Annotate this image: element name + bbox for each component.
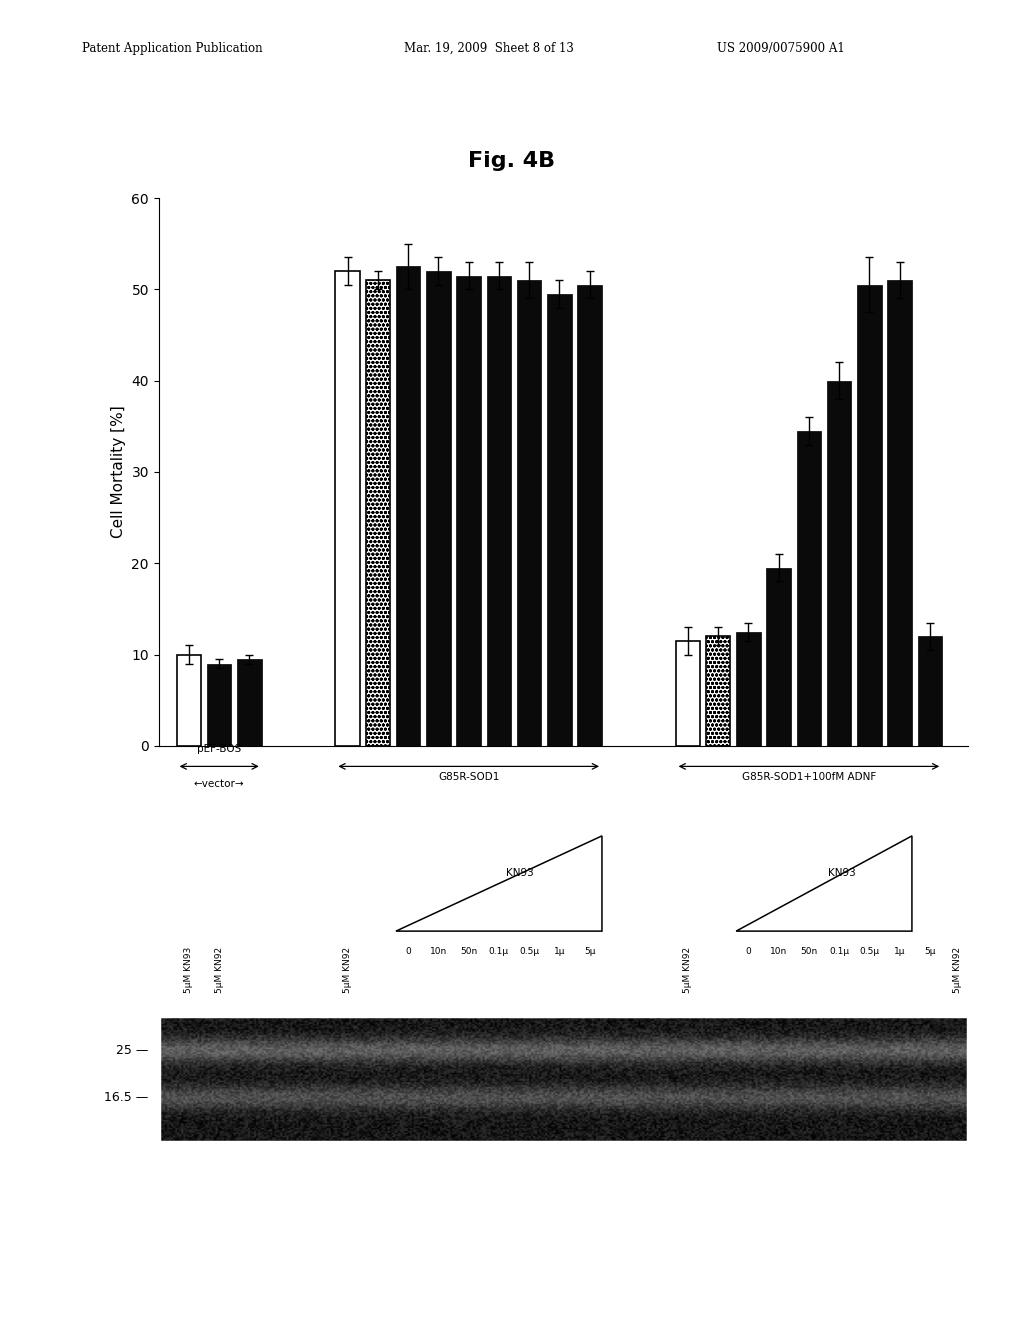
Text: G85R-SOD1+100fM ADNF: G85R-SOD1+100fM ADNF xyxy=(741,771,877,781)
Text: Patent Application Publication: Patent Application Publication xyxy=(82,42,262,55)
Text: 1μ: 1μ xyxy=(894,946,905,956)
Text: 5μ: 5μ xyxy=(924,946,936,956)
Text: 10n: 10n xyxy=(430,946,447,956)
Text: US 2009/0075900 A1: US 2009/0075900 A1 xyxy=(717,42,845,55)
Text: KN93: KN93 xyxy=(506,869,534,878)
Text: 1μ: 1μ xyxy=(554,946,565,956)
Text: KN93: KN93 xyxy=(827,869,855,878)
Bar xyxy=(517,280,542,746)
Text: 0.5μ: 0.5μ xyxy=(519,946,540,956)
Y-axis label: Cell Mortality [%]: Cell Mortality [%] xyxy=(111,405,126,539)
Bar xyxy=(238,659,262,746)
Bar xyxy=(797,430,821,746)
Bar xyxy=(457,276,481,746)
Text: 5μM KN92: 5μM KN92 xyxy=(952,946,962,993)
Bar xyxy=(486,276,511,746)
Text: 0.5μ: 0.5μ xyxy=(859,946,880,956)
Bar xyxy=(426,271,451,746)
Bar xyxy=(676,640,700,746)
Bar xyxy=(578,285,602,746)
Bar xyxy=(366,280,390,746)
Text: ←vector→: ←vector→ xyxy=(194,779,245,789)
Text: 0.1μ: 0.1μ xyxy=(829,946,849,956)
Text: 5μM KN92: 5μM KN92 xyxy=(683,946,692,993)
Bar xyxy=(706,636,730,746)
Bar xyxy=(857,285,882,746)
Text: 0.1μ: 0.1μ xyxy=(488,946,509,956)
Text: Mar. 19, 2009  Sheet 8 of 13: Mar. 19, 2009 Sheet 8 of 13 xyxy=(404,42,574,55)
Text: Fig. 4B: Fig. 4B xyxy=(468,150,556,172)
Text: 5μM KN92: 5μM KN92 xyxy=(215,946,223,993)
Text: 5μ: 5μ xyxy=(584,946,595,956)
Bar xyxy=(826,380,851,746)
Bar xyxy=(766,568,791,746)
Bar xyxy=(918,636,942,746)
Bar xyxy=(177,655,202,746)
Bar xyxy=(547,294,571,746)
Text: 0: 0 xyxy=(745,946,752,956)
Text: G85R-SOD1: G85R-SOD1 xyxy=(438,771,500,781)
Bar xyxy=(207,664,231,746)
Bar xyxy=(736,632,761,746)
Text: 25 —: 25 — xyxy=(116,1044,148,1057)
Text: 10n: 10n xyxy=(770,946,787,956)
Text: 50n: 50n xyxy=(460,946,477,956)
Bar xyxy=(888,280,912,746)
Bar xyxy=(396,267,421,746)
Text: 16.5 —: 16.5 — xyxy=(104,1092,148,1105)
Bar xyxy=(336,271,360,746)
Text: 0: 0 xyxy=(406,946,411,956)
Text: 50n: 50n xyxy=(801,946,817,956)
Text: pEF-BOS: pEF-BOS xyxy=(197,743,242,754)
Text: 5μM KN92: 5μM KN92 xyxy=(343,946,352,993)
Text: 5μM KN93: 5μM KN93 xyxy=(184,946,194,993)
